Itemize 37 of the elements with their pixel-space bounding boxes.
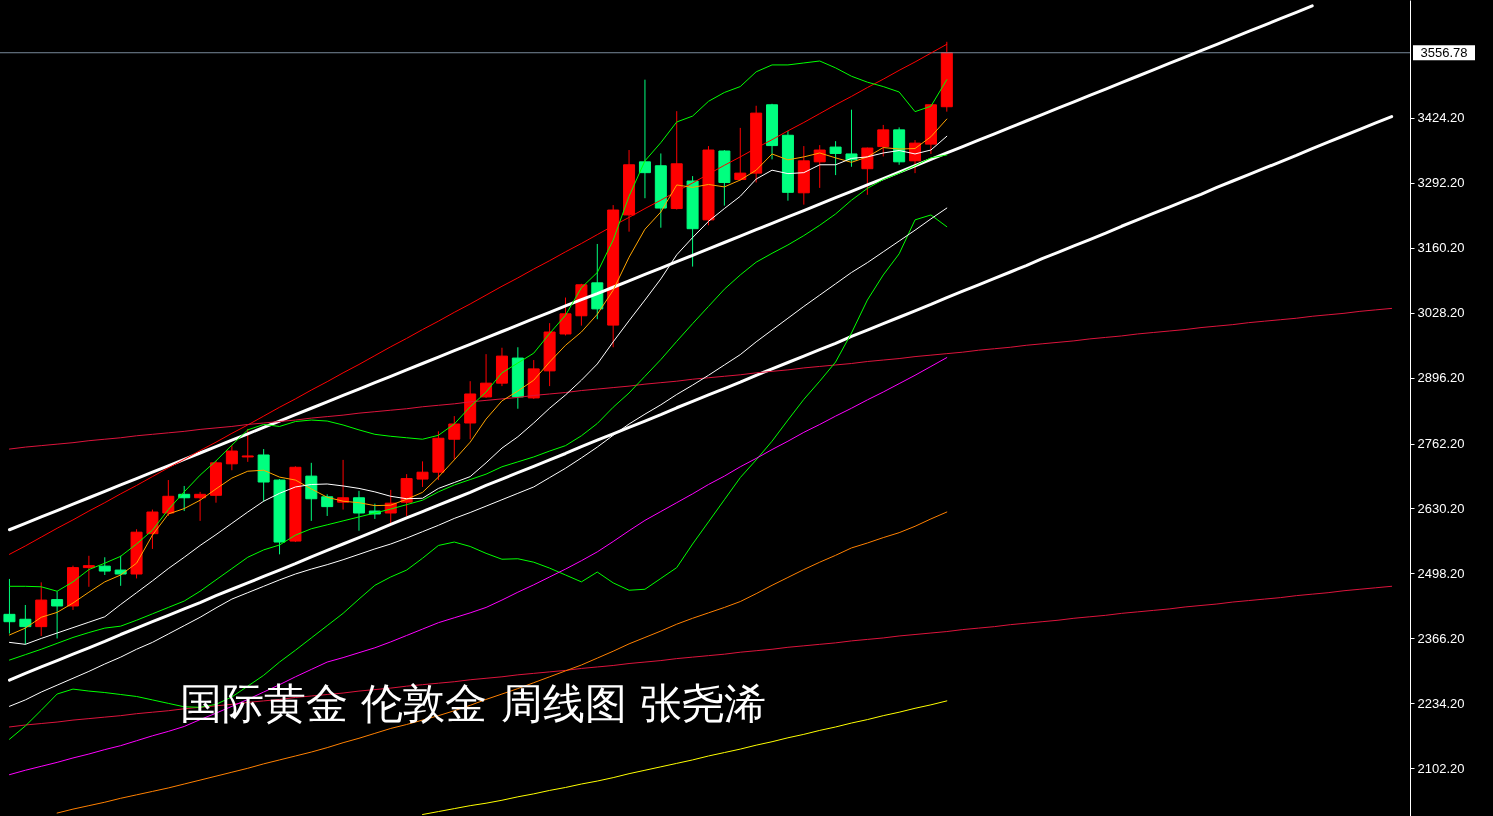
candlestick [305,462,318,522]
candlestick [82,555,95,588]
candlestick [734,127,747,182]
candlestick [400,473,413,517]
y-tick-label: 2762.20 [1417,436,1465,452]
candlestick [813,144,826,189]
y-tick-label: 2896.20 [1417,370,1465,386]
line-series [56,511,948,814]
candlestick [3,578,16,635]
candlestick [241,428,254,463]
ref-line-label: 3556.78 [1420,44,1468,60]
candlestick [829,140,842,176]
candlestick [448,415,461,460]
y-tick-label: 2366.20 [1417,630,1465,646]
y-tick-label: 3028.20 [1417,305,1465,321]
y-tick-label: 2234.20 [1417,695,1465,711]
line-series [8,307,1393,450]
y-tick-label: 2630.20 [1417,500,1465,516]
candlestick [638,79,651,199]
line-series [8,357,948,776]
candlestick [416,460,429,488]
candlestick [162,479,175,517]
y-tick-label: 3160.20 [1417,240,1465,256]
candlestick [225,444,238,471]
candlestick [51,590,64,639]
candlestick [877,124,890,157]
y-tick-label: 2498.20 [1417,565,1465,581]
candlestick [114,555,127,587]
candlestick [321,493,334,517]
candlestick [19,604,32,645]
candlestick [352,490,365,532]
line-series [8,585,1393,728]
y-tick-label: 3424.20 [1417,110,1465,126]
candlestick [861,147,874,196]
candlestick [480,353,493,399]
y-tick-label: 2102.20 [1417,760,1465,776]
y-tick-label: 3292.20 [1417,175,1465,191]
